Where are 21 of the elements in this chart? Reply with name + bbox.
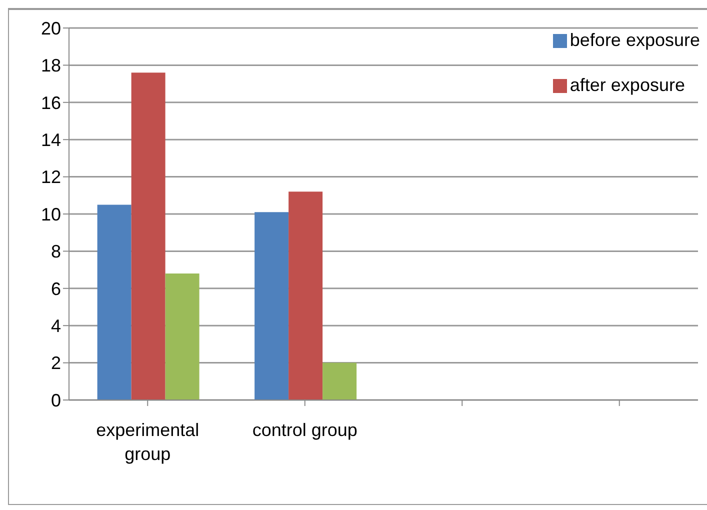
bar — [165, 274, 200, 400]
y-tick-label: 4 — [50, 316, 61, 336]
y-tick-label: 20 — [40, 18, 61, 38]
y-tick-label: 8 — [50, 242, 61, 262]
legend-label: after exposure — [570, 75, 685, 96]
bar — [288, 192, 323, 400]
bar — [131, 72, 166, 400]
x-tick-label: control group — [252, 420, 358, 440]
y-tick-label: 0 — [50, 390, 61, 410]
y-tick-label: 2 — [50, 353, 61, 374]
legend-label: before exposure — [570, 30, 700, 51]
y-tick-label: 6 — [50, 278, 61, 299]
bar — [254, 212, 289, 400]
y-tick-label: 18 — [40, 56, 61, 76]
y-tick-label: 14 — [40, 130, 61, 150]
bar — [322, 362, 357, 400]
y-tick-label: 12 — [40, 167, 61, 188]
bar — [97, 204, 132, 400]
y-tick-label: 10 — [40, 204, 61, 224]
x-tick-label: experimental group — [96, 420, 200, 464]
y-tick-label: 16 — [40, 92, 61, 113]
